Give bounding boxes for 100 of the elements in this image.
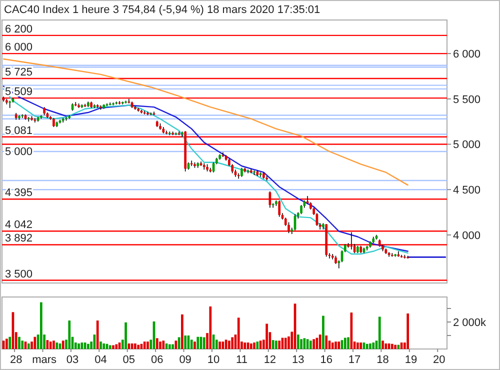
line-series (2, 58, 408, 186)
x-tick-label: mars (32, 354, 58, 366)
ref-line-label: 3 500 (5, 268, 33, 280)
bar (331, 342, 334, 349)
bar (406, 313, 409, 349)
x-tick-label: 13 (292, 354, 304, 366)
candlestick (288, 222, 290, 234)
ref-line-label: 4 042 (5, 219, 33, 232)
bar (202, 337, 206, 349)
x-tick-label: 19 (404, 354, 418, 366)
ref-line-label: 5 000 (5, 146, 33, 158)
bar (80, 342, 84, 349)
bar (394, 344, 396, 349)
bar (344, 338, 346, 349)
bar (250, 343, 252, 349)
bar (124, 322, 127, 349)
y-tick-label: 5 000 (453, 139, 481, 152)
bar (137, 344, 140, 349)
x-tick-label: 16 (320, 354, 332, 366)
bar (310, 340, 312, 349)
bar (347, 337, 350, 349)
x-tick-label: 09 (179, 354, 192, 366)
bar (369, 343, 372, 349)
bar (172, 344, 174, 349)
y-tick-label: 6 000 (453, 48, 481, 60)
bar (27, 343, 30, 349)
bar (228, 340, 230, 349)
bar (231, 337, 234, 349)
candlestick (278, 200, 281, 218)
bar (162, 340, 165, 349)
bar (100, 342, 102, 349)
candlestick (237, 172, 240, 180)
bar (218, 342, 221, 349)
x-tick-label: 04 (94, 354, 107, 366)
bar (318, 334, 322, 349)
ref-line-label: 5 081 (5, 124, 33, 137)
bar (196, 336, 200, 349)
bar (78, 343, 80, 349)
x-tick-label: 11 (236, 354, 248, 366)
ref-line-label: 6 200 (5, 23, 33, 36)
ref-line-label: 3 892 (5, 232, 33, 245)
bar (390, 344, 394, 349)
x-tick-label: 03 (66, 354, 79, 366)
x-tick-label: 17 (348, 354, 361, 366)
x-tick-label: 06 (151, 354, 164, 366)
candlestick (52, 118, 55, 128)
x-tick-label: 05 (122, 354, 136, 366)
bar (18, 336, 20, 349)
candlestick (300, 204, 302, 214)
bar (278, 340, 281, 349)
candlestick (190, 160, 193, 166)
bar (96, 320, 99, 349)
y-tick-label: 2 000k (453, 316, 487, 329)
bar (382, 340, 384, 349)
bar (6, 338, 8, 349)
bar (334, 342, 337, 349)
x-tick-label: 20 (433, 354, 446, 366)
x-tick-label: 18 (376, 354, 389, 366)
bar (112, 345, 114, 349)
bar (21, 340, 24, 349)
bar (253, 342, 256, 349)
ref-line-label: 4 395 (5, 187, 33, 200)
bar (366, 344, 368, 349)
bar (190, 340, 193, 349)
chart-title: CAC40 Index 1 heure 3 754,84 (-5,94 %) 18 mars 2020 17:35:01 (4, 4, 320, 16)
bar (143, 342, 146, 349)
bar (275, 340, 278, 349)
x-tick-label: 10 (207, 354, 220, 366)
bar (350, 312, 353, 349)
bar (209, 306, 212, 349)
bar (237, 318, 240, 349)
y-tick-label: 4 500 (453, 184, 481, 196)
bar (115, 344, 118, 349)
bar (156, 338, 158, 349)
bar (266, 324, 268, 349)
ref-line-label: 6 000 (5, 42, 33, 54)
bar (34, 336, 36, 349)
bar (194, 342, 196, 349)
y-tick-label: 5 500 (453, 94, 481, 106)
bar (338, 342, 340, 349)
bar (108, 345, 112, 349)
bar (168, 344, 171, 349)
bar (378, 316, 381, 349)
ref-line-label: 5 725 (5, 66, 33, 78)
bar (312, 339, 315, 349)
bar (134, 343, 136, 349)
y-tick-label: 4 000 (453, 230, 481, 242)
bar (181, 314, 184, 349)
bar (87, 344, 90, 349)
candlestick (350, 232, 353, 250)
bar (244, 342, 246, 349)
candlestick (240, 167, 243, 178)
bar (296, 334, 300, 349)
bar (68, 320, 71, 349)
bar (384, 343, 388, 349)
bar (322, 316, 324, 349)
bar (372, 342, 375, 349)
bar (184, 335, 186, 349)
x-tick-label: 12 (264, 354, 276, 366)
bar (284, 338, 287, 349)
